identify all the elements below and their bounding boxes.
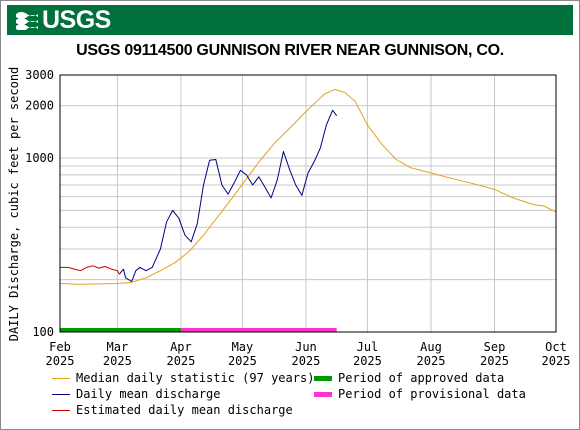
x-tick-year: 2025: [228, 354, 257, 368]
x-tick-year: 2025: [291, 354, 320, 368]
y-axis-label: DAILY Discharge, cubic feet per second: [7, 67, 21, 342]
x-tick-month: Oct: [545, 340, 567, 354]
x-tick-month: Feb: [49, 340, 71, 354]
x-tick-month: Jun: [295, 340, 317, 354]
chart-title: USGS 09114500 GUNNISON RIVER NEAR GUNNIS…: [76, 42, 504, 59]
y-tick-label: 1000: [25, 151, 54, 165]
x-tick-month: Sep: [484, 340, 506, 354]
legend-item: Period of provisional data: [314, 386, 526, 402]
logo-text: USGS: [42, 5, 111, 34]
legend-label: Period of provisional data: [338, 387, 526, 401]
x-tick-year: 2025: [417, 354, 446, 368]
legend-label: Period of approved data: [338, 371, 505, 385]
x-tick-month: Jul: [357, 340, 379, 354]
legend-bar-swatch: [314, 375, 332, 381]
legend-label: Daily mean discharge: [76, 387, 221, 401]
y-tick-label: 3000: [25, 68, 54, 82]
plot-border: [59, 74, 557, 333]
period-bar: [60, 328, 181, 332]
period-bar: [180, 328, 337, 332]
legend-item: Daily mean discharge: [52, 386, 221, 402]
legend-line-swatch: [52, 393, 70, 395]
y-tick-label: 100: [32, 325, 54, 339]
legend-line-swatch: [52, 377, 70, 379]
x-tick-labels: Feb2025Mar2025Apr2025May2025Jun2025Jul20…: [46, 340, 571, 368]
y-tick-labels: 100 1000 2000 3000: [25, 68, 54, 339]
legend-bar-swatch: [314, 391, 332, 397]
legend-item: Median daily statistic (97 years): [52, 370, 314, 386]
x-tick-year: 2025: [542, 354, 571, 368]
x-tick-month: Aug: [420, 340, 442, 354]
x-tick-year: 2025: [46, 354, 75, 368]
x-tick-year: 2025: [353, 354, 382, 368]
legend-label: Median daily statistic (97 years): [76, 371, 315, 385]
x-tick-year: 2025: [480, 354, 509, 368]
series-line: [119, 109, 338, 282]
series-line: [59, 88, 557, 285]
legend-item: Period of approved data: [314, 370, 504, 386]
grid: [59, 74, 557, 332]
series-line: [60, 265, 120, 275]
x-tick-year: 2025: [166, 354, 195, 368]
period-bars: [60, 328, 337, 332]
x-tick-year: 2025: [103, 354, 132, 368]
usgs-wave-icon: [16, 12, 38, 30]
y-tick-label: 2000: [25, 99, 54, 113]
legend-line-swatch: [52, 409, 70, 411]
legend-item: Estimated daily mean discharge: [52, 402, 293, 418]
x-tick-month: Mar: [107, 340, 129, 354]
usgs-banner: USGS: [7, 5, 573, 35]
x-tick-month: Apr: [170, 340, 192, 354]
series-lines: [59, 88, 557, 285]
usgs-logo[interactable]: USGS: [16, 5, 111, 34]
x-tick-month: May: [232, 340, 254, 354]
legend-label: Estimated daily mean discharge: [76, 403, 293, 417]
